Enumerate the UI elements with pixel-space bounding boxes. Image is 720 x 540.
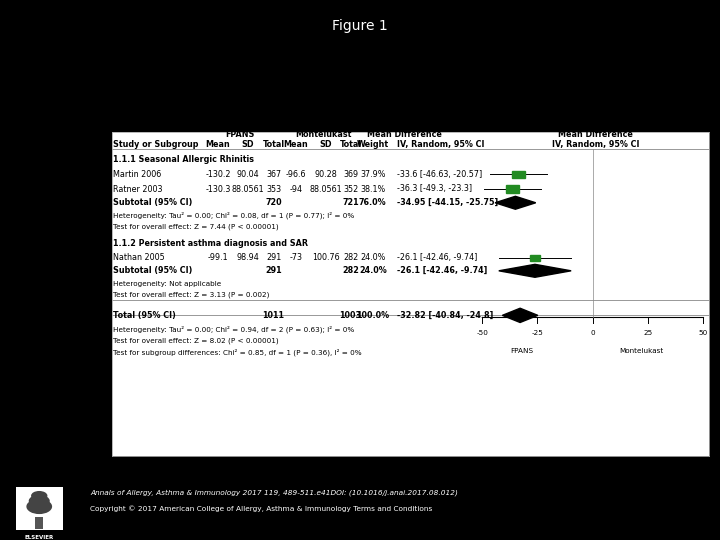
Text: 100.76: 100.76 [312, 253, 339, 262]
Bar [512, 171, 525, 178]
Text: 1003: 1003 [340, 311, 361, 320]
Text: Weight: Weight [356, 140, 389, 149]
Text: Montelukast: Montelukast [296, 130, 352, 139]
Polygon shape [495, 197, 536, 209]
Text: -94: -94 [289, 185, 302, 193]
Text: -33.6 [-46.63, -20.57]: -33.6 [-46.63, -20.57] [397, 170, 482, 179]
Text: IV, Random, 95% CI: IV, Random, 95% CI [552, 140, 639, 149]
Text: 721: 721 [342, 198, 359, 207]
Text: Heterogeneity: Tau² = 0.00; Chi² = 0.08, df = 1 (P = 0.77); I² = 0%: Heterogeneity: Tau² = 0.00; Chi² = 0.08,… [113, 212, 354, 219]
Text: Total: Total [263, 140, 284, 149]
Text: Test for overall effect: Z = 3.13 (P = 0.002): Test for overall effect: Z = 3.13 (P = 0… [113, 292, 269, 299]
Text: 353: 353 [266, 185, 281, 193]
Text: -26.1 [-42.46, -9.74]: -26.1 [-42.46, -9.74] [397, 253, 477, 262]
Text: IV, Random, 95% CI: IV, Random, 95% CI [397, 140, 484, 149]
Text: -34.95 [-44.15, -25.75]: -34.95 [-44.15, -25.75] [397, 198, 498, 207]
Text: Ratner 2003: Ratner 2003 [113, 185, 162, 193]
Bar [506, 185, 518, 193]
Text: SD: SD [242, 140, 254, 149]
Text: -26.1 [-42.46, -9.74]: -26.1 [-42.46, -9.74] [397, 266, 487, 275]
Text: Subtotal (95% CI): Subtotal (95% CI) [113, 266, 192, 275]
Text: 24.0%: 24.0% [359, 266, 387, 275]
Text: 1.1.2 Persistent asthma diagnosis and SAR: 1.1.2 Persistent asthma diagnosis and SA… [113, 239, 307, 248]
Text: 1.1.1 Seasonal Allergic Rhinitis: 1.1.1 Seasonal Allergic Rhinitis [113, 156, 253, 164]
Text: Nathan 2005: Nathan 2005 [113, 253, 165, 262]
Text: 282: 282 [343, 253, 359, 262]
Text: Test for subgroup differences: Chi² = 0.85, df = 1 (P = 0.36), I² = 0%: Test for subgroup differences: Chi² = 0.… [113, 348, 361, 355]
Text: Mean Difference: Mean Difference [558, 130, 633, 139]
Text: 369: 369 [343, 170, 359, 179]
Text: 88.0561: 88.0561 [232, 185, 264, 193]
Text: Study or Subgroup: Study or Subgroup [113, 140, 198, 149]
Text: -32.82 [-40.84, -24.8]: -32.82 [-40.84, -24.8] [397, 311, 493, 320]
Text: 720: 720 [265, 198, 282, 207]
Text: 367: 367 [266, 170, 281, 179]
Text: 88.0561: 88.0561 [309, 185, 342, 193]
Text: -73: -73 [289, 253, 302, 262]
Polygon shape [503, 308, 538, 322]
Text: Martin 2006: Martin 2006 [113, 170, 161, 179]
Text: 37.9%: 37.9% [360, 170, 385, 179]
Text: Figure 1: Figure 1 [332, 19, 388, 33]
Text: 50: 50 [698, 330, 708, 336]
Text: 25: 25 [644, 330, 652, 336]
Text: -96.6: -96.6 [285, 170, 306, 179]
Ellipse shape [31, 491, 48, 501]
Text: -130.3: -130.3 [205, 185, 230, 193]
Text: Annals of Allergy, Asthma & Immunology 2017 119, 489-511.e41DOI: (10.1016/j.anai: Annals of Allergy, Asthma & Immunology 2… [90, 489, 458, 496]
Text: 38.1%: 38.1% [360, 185, 385, 193]
Text: -130.2: -130.2 [205, 170, 230, 179]
Text: 291: 291 [266, 253, 282, 262]
Text: Test for overall effect: Z = 8.02 (P < 0.00001): Test for overall effect: Z = 8.02 (P < 0… [113, 337, 279, 344]
Text: -25: -25 [531, 330, 544, 336]
Text: 76.0%: 76.0% [359, 198, 387, 207]
Text: 100.0%: 100.0% [356, 311, 390, 320]
Text: Mean: Mean [283, 140, 308, 149]
Text: Total: Total [340, 140, 361, 149]
Bar [35, 517, 43, 529]
Text: Heterogeneity: Not applicable: Heterogeneity: Not applicable [113, 281, 221, 287]
Text: 98.94: 98.94 [236, 253, 259, 262]
Text: ELSEVIER: ELSEVIER [24, 536, 54, 540]
Ellipse shape [27, 499, 52, 514]
Text: 24.0%: 24.0% [360, 253, 385, 262]
Text: 291: 291 [265, 266, 282, 275]
Polygon shape [499, 264, 571, 278]
Text: Total (95% CI): Total (95% CI) [113, 311, 176, 320]
Text: SD: SD [319, 140, 332, 149]
Text: Subtotal (95% CI): Subtotal (95% CI) [113, 198, 192, 207]
Text: FPANS: FPANS [225, 130, 255, 139]
Text: 90.04: 90.04 [237, 170, 259, 179]
Text: 0: 0 [590, 330, 595, 336]
Text: 352: 352 [343, 185, 359, 193]
Text: -50: -50 [476, 330, 488, 336]
Text: Copyright © 2017 American College of Allergy, Asthma & Immunology Terms and Cond: Copyright © 2017 American College of All… [90, 505, 432, 512]
Text: 282: 282 [342, 266, 359, 275]
Text: Mean Difference: Mean Difference [367, 130, 442, 139]
Text: FPANS: FPANS [510, 348, 534, 354]
Text: Test for overall effect: Z = 7.44 (P < 0.00001): Test for overall effect: Z = 7.44 (P < 0… [113, 224, 279, 231]
Text: -99.1: -99.1 [207, 253, 228, 262]
Text: Montelukast: Montelukast [619, 348, 663, 354]
Text: Heterogeneity: Tau² = 0.00; Chi² = 0.94, df = 2 (P = 0.63); I² = 0%: Heterogeneity: Tau² = 0.00; Chi² = 0.94,… [113, 326, 354, 333]
Text: 1011: 1011 [263, 311, 284, 320]
Text: -36.3 [-49.3, -23.3]: -36.3 [-49.3, -23.3] [397, 185, 472, 193]
Text: 90.28: 90.28 [314, 170, 337, 179]
Ellipse shape [29, 495, 50, 507]
Text: Mean: Mean [206, 140, 230, 149]
Bar [530, 255, 540, 261]
